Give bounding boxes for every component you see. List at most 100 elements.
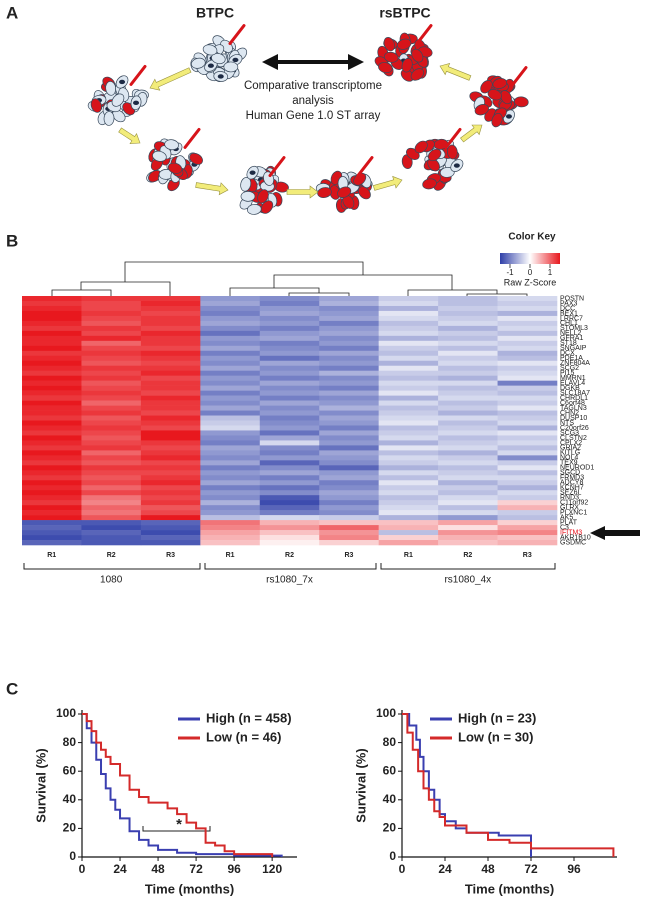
heat-cell <box>81 395 142 401</box>
heat-cell <box>81 345 142 352</box>
heat-cell <box>378 445 439 451</box>
heat-cell <box>81 505 142 511</box>
heat-cell <box>319 440 379 446</box>
heat-cell <box>200 535 261 541</box>
heat-cell <box>200 360 261 367</box>
gene-label: SEZ6L <box>560 490 582 497</box>
heat-cell <box>140 525 201 531</box>
heat-cell <box>22 310 82 317</box>
heat-cell <box>200 485 261 491</box>
heat-cell <box>140 340 201 347</box>
gene-label: NTS <box>560 420 574 427</box>
heat-cell <box>378 470 439 476</box>
heat-cell <box>200 480 261 486</box>
heat-cell <box>259 525 320 531</box>
heat-cell <box>81 365 142 371</box>
heat-cell <box>378 455 439 461</box>
x-tick-label: 120 <box>262 862 282 876</box>
heat-cell <box>378 355 439 362</box>
heat-cell <box>378 510 439 516</box>
heat-cell <box>497 535 558 541</box>
cell-cluster <box>469 66 529 128</box>
heat-cell <box>200 296 261 302</box>
heat-cell <box>22 315 82 322</box>
heat-cell <box>22 330 82 337</box>
heat-cell <box>200 475 261 481</box>
heat-cell <box>22 485 82 491</box>
heat-cell <box>497 325 558 332</box>
heat-cell <box>81 540 142 546</box>
panel-label: C <box>6 679 18 698</box>
heat-cell <box>200 450 261 456</box>
cell <box>317 187 332 199</box>
heat-cell <box>81 355 142 362</box>
heat-cell <box>81 325 142 332</box>
heat-cell <box>140 320 201 327</box>
heat-cell <box>378 310 439 317</box>
heat-cell <box>81 405 142 411</box>
heat-cell <box>378 465 439 471</box>
heat-cell <box>259 370 320 376</box>
dendro-branch <box>407 283 528 296</box>
survival-curve <box>82 713 274 857</box>
heat-cell <box>319 455 379 461</box>
heat-cell <box>200 320 261 327</box>
heat-cell <box>200 540 261 546</box>
heat-cell <box>438 500 498 506</box>
heat-cell <box>81 380 142 386</box>
cell-cluster <box>146 127 203 192</box>
heat-cell <box>438 296 498 302</box>
panel-label: A <box>6 3 18 22</box>
y-tick-label: 20 <box>63 821 77 835</box>
heat-cell <box>140 435 201 441</box>
heat-cell <box>438 315 498 322</box>
heat-cell <box>81 385 142 391</box>
heat-cell <box>200 455 261 461</box>
heat-cell <box>497 450 558 456</box>
heat-cell <box>22 415 82 421</box>
heat-cell <box>259 460 320 466</box>
key-title: Color Key <box>508 232 556 243</box>
sample-label: R3 <box>166 552 175 559</box>
cell <box>211 53 226 65</box>
heat-cell <box>497 475 558 481</box>
heat-cell <box>438 485 498 491</box>
heat-cell <box>200 365 261 371</box>
heat-cell <box>81 475 142 481</box>
y-axis-label: Survival (%) <box>33 748 48 822</box>
heat-cell <box>497 330 558 337</box>
heat-cell <box>81 320 142 327</box>
heat-cell <box>81 480 142 486</box>
heat-cell <box>438 425 498 431</box>
heat-cell <box>81 470 142 476</box>
gene-label: ST18 <box>560 340 577 347</box>
significance-bracket <box>142 826 211 832</box>
heat-cell <box>259 510 320 516</box>
heat-cell <box>81 460 142 466</box>
heat-cell <box>259 340 320 347</box>
heat-cell <box>200 345 261 352</box>
heat-cell <box>22 480 82 486</box>
heat-cell <box>319 305 379 312</box>
heat-cell <box>497 365 558 371</box>
heat-cell <box>497 465 558 471</box>
heat-cell <box>259 330 320 337</box>
heat-cell <box>319 395 379 401</box>
heat-cell <box>259 296 320 302</box>
heat-cell <box>81 535 142 541</box>
heat-cell <box>22 375 82 381</box>
cell <box>223 61 239 73</box>
cell <box>260 200 274 214</box>
heat-cell <box>438 375 498 381</box>
cell <box>358 186 371 200</box>
heat-cell <box>319 310 379 317</box>
heat-cell <box>438 450 498 456</box>
cell <box>422 178 437 190</box>
heat-cell <box>259 450 320 456</box>
heat-cell <box>22 425 82 431</box>
heat-cell <box>200 355 261 362</box>
heat-cell <box>140 470 201 476</box>
cell <box>491 112 503 128</box>
pipette <box>356 156 374 178</box>
